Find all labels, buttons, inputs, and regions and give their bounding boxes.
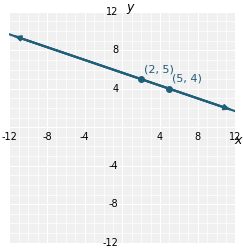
Text: 12: 12: [106, 7, 119, 17]
Text: -4: -4: [80, 132, 89, 142]
Text: 8: 8: [113, 45, 119, 55]
Text: y: y: [126, 0, 133, 14]
Text: (5, 4): (5, 4): [172, 74, 202, 84]
Text: -12: -12: [1, 132, 17, 142]
Text: x: x: [234, 134, 242, 147]
Text: 12: 12: [229, 132, 242, 142]
Text: -8: -8: [109, 199, 119, 209]
Text: (2, 5): (2, 5): [144, 64, 174, 74]
Text: -4: -4: [109, 161, 119, 171]
Text: 8: 8: [195, 132, 201, 142]
Text: -12: -12: [103, 238, 119, 248]
Text: 4: 4: [113, 84, 119, 94]
Text: 4: 4: [157, 132, 163, 142]
Text: -8: -8: [42, 132, 52, 142]
